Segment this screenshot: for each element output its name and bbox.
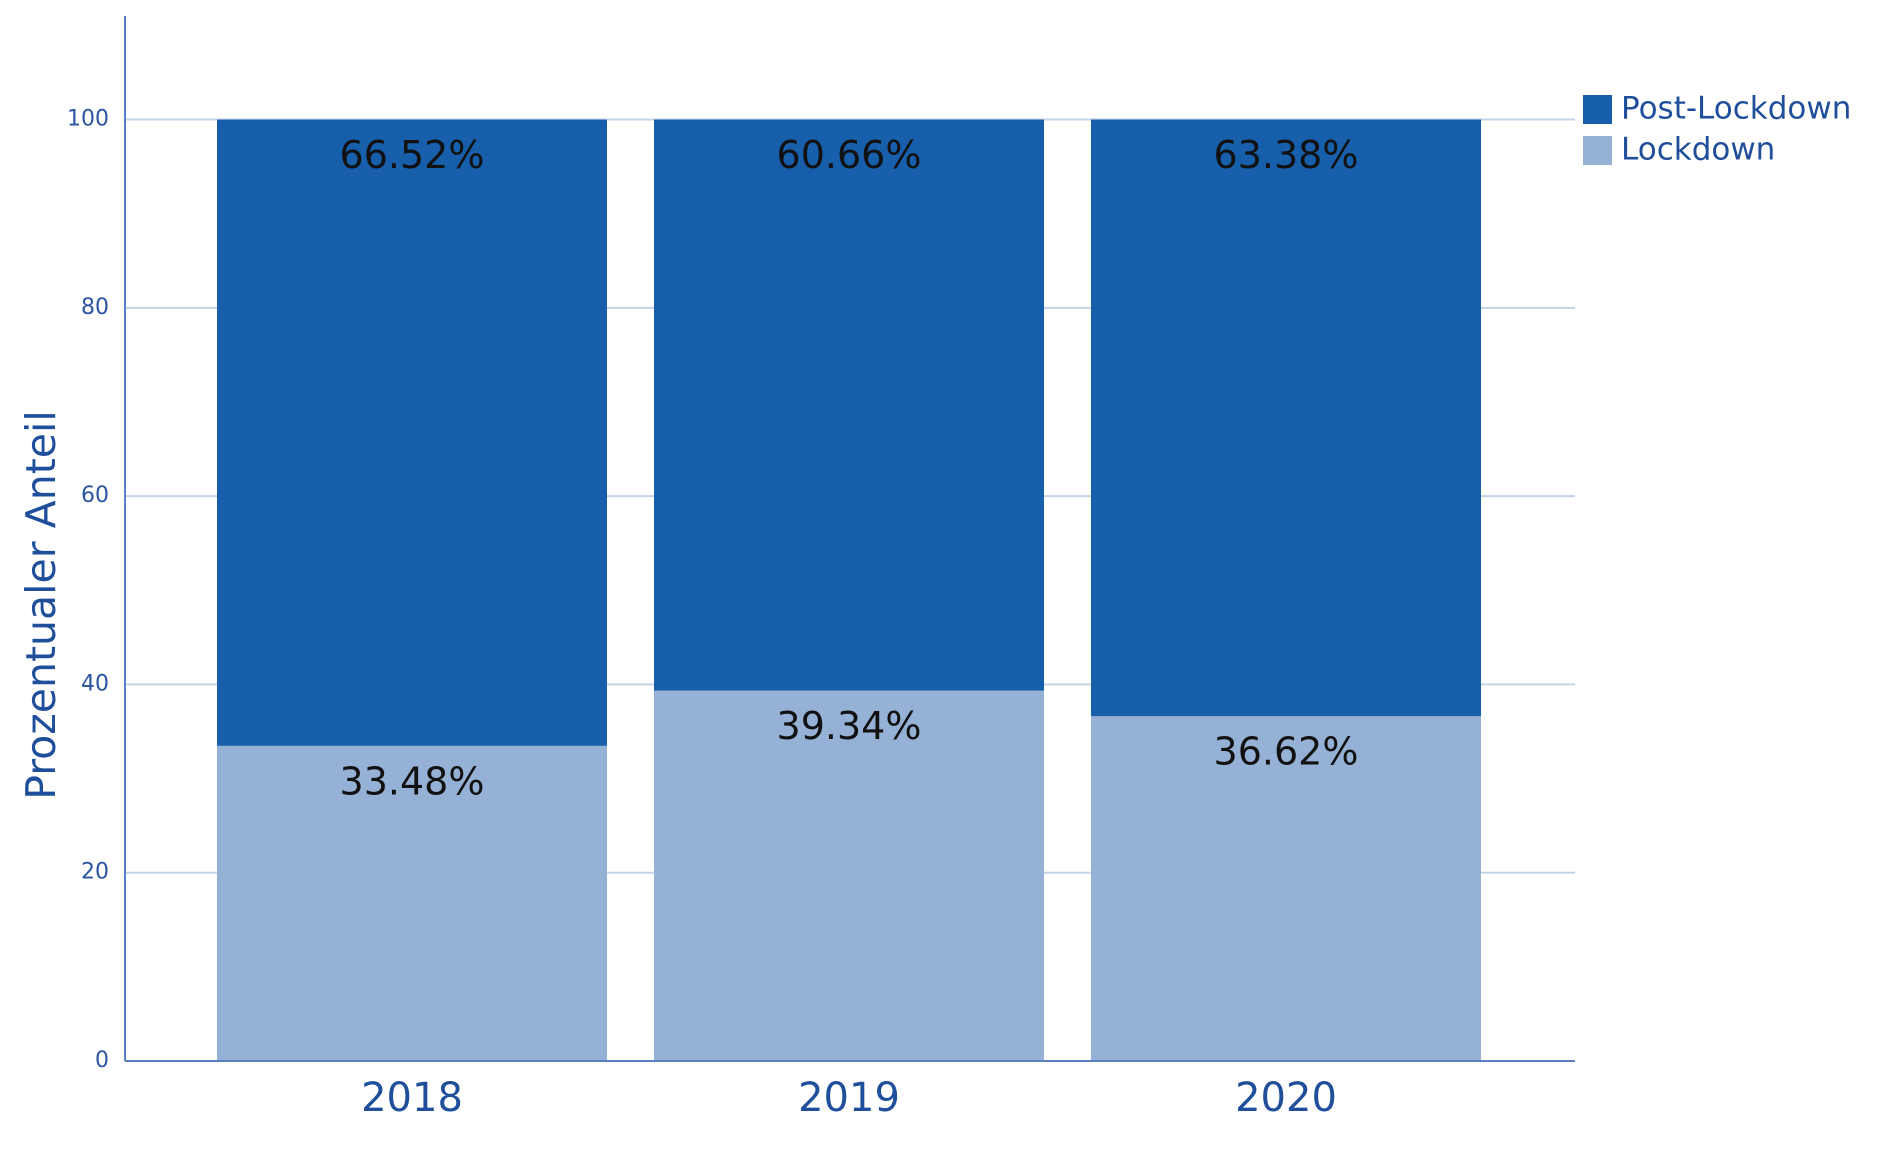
- x-tick-label: 2018: [361, 1075, 463, 1121]
- y-tick-label: 80: [81, 295, 109, 320]
- y-tick-label: 40: [81, 671, 109, 696]
- value-label: 66.52%: [340, 133, 485, 177]
- legend-swatch: [1583, 136, 1612, 165]
- value-label: 60.66%: [777, 133, 922, 177]
- bar-segment: [1091, 119, 1481, 717]
- y-axis-label: Prozentualer Anteil: [17, 410, 65, 800]
- legend-label: Post-Lockdown: [1621, 91, 1851, 127]
- bar-segment: [217, 745, 607, 1061]
- y-tick-label: 60: [81, 483, 109, 508]
- bar-segment: [654, 119, 1044, 691]
- value-label: 63.38%: [1214, 133, 1359, 177]
- y-tick-label: 100: [67, 107, 109, 132]
- value-label: 39.34%: [777, 704, 922, 748]
- value-label: 36.62%: [1214, 730, 1359, 774]
- x-tick-label: 2019: [798, 1075, 900, 1121]
- y-tick-label: 0: [95, 1048, 109, 1073]
- legend-swatch: [1583, 95, 1612, 124]
- bar-segment: [217, 119, 607, 746]
- y-tick-label: 20: [81, 860, 109, 885]
- bar-segment: [654, 690, 1044, 1061]
- legend-label: Lockdown: [1621, 132, 1775, 168]
- value-label: 33.48%: [340, 759, 485, 803]
- x-tick-label: 2020: [1235, 1075, 1337, 1121]
- bar-segment: [1091, 716, 1481, 1061]
